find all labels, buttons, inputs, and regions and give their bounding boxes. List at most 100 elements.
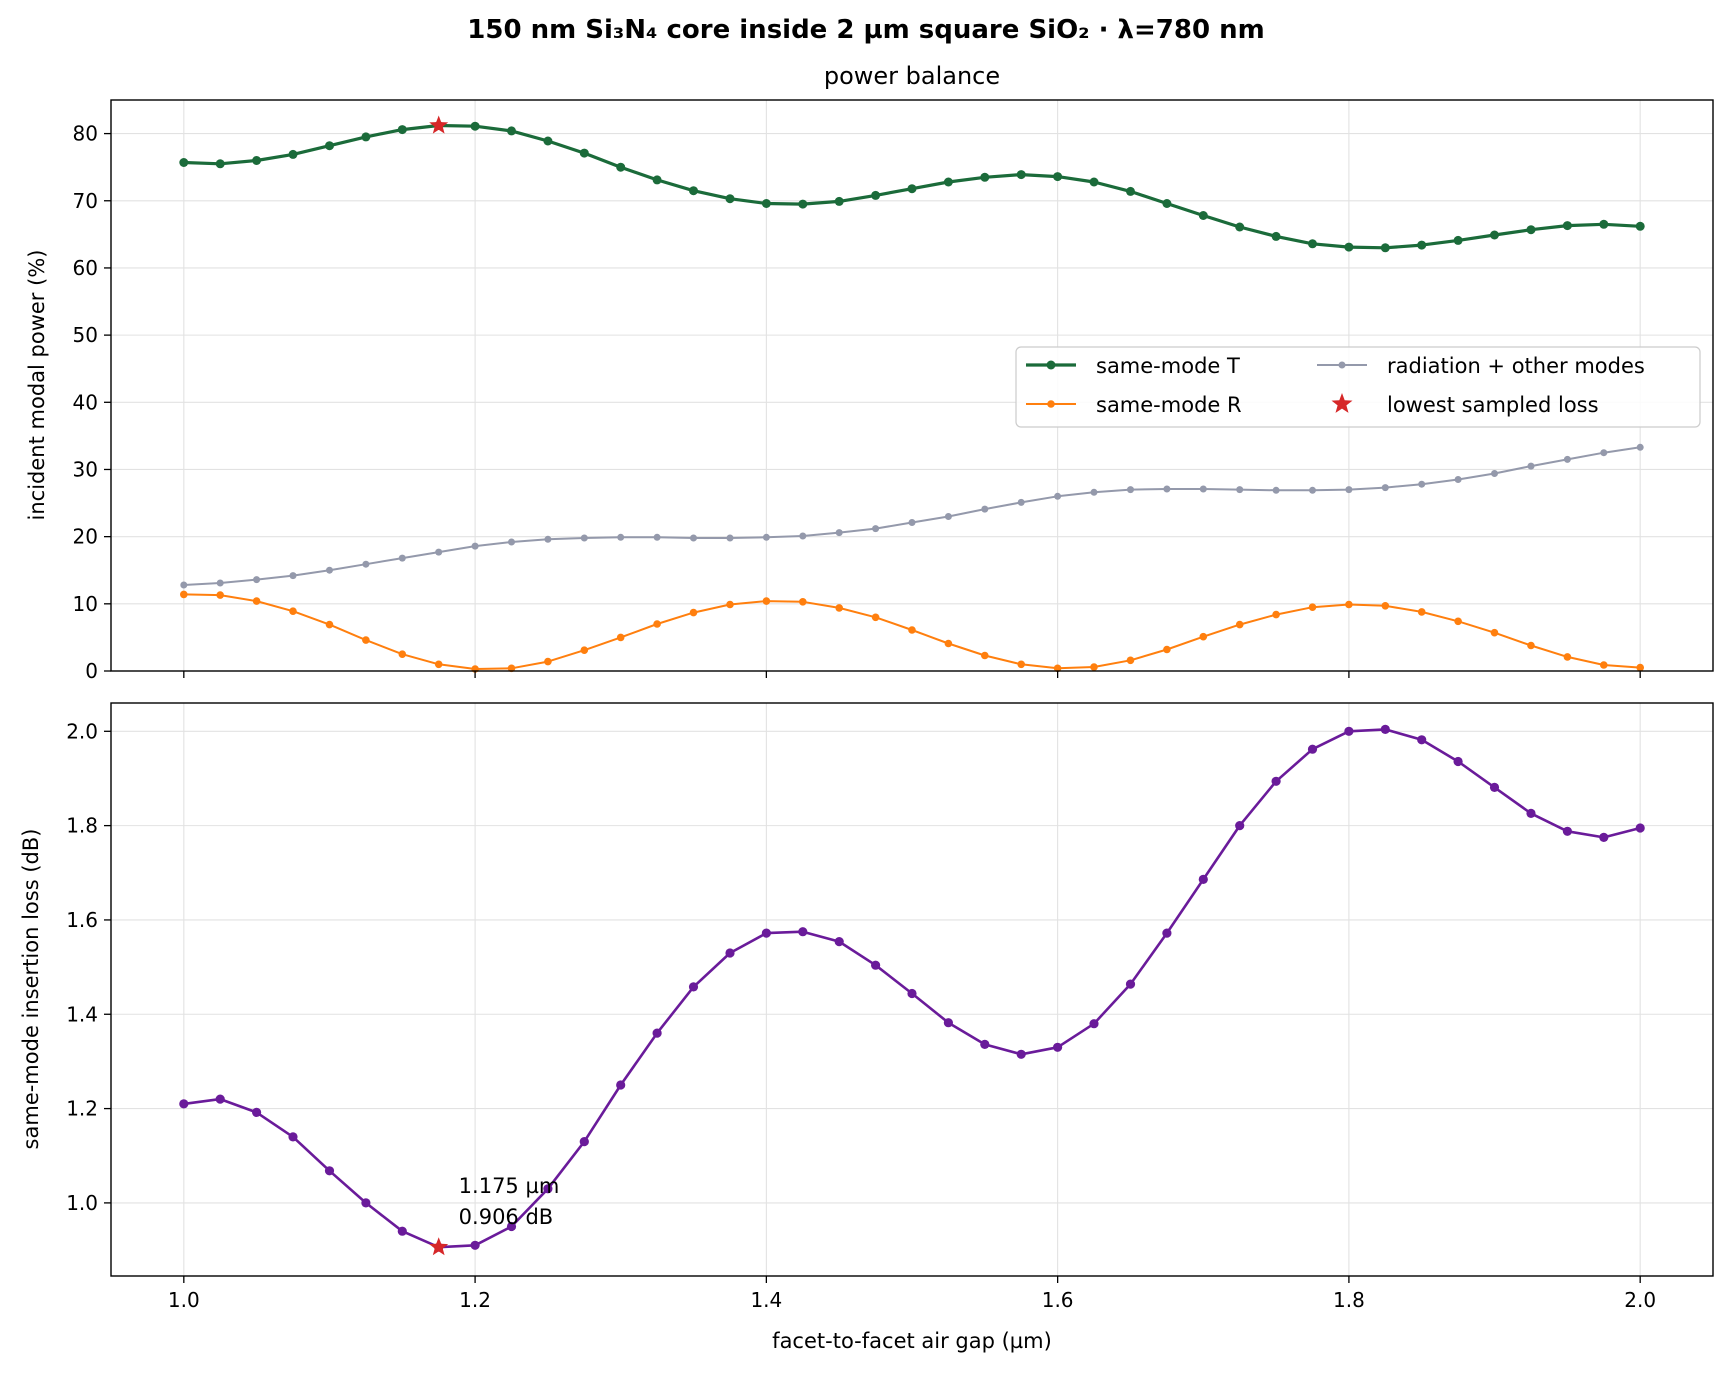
y-tick-label: 50 (73, 323, 98, 347)
data-point-insertion-loss (1453, 756, 1463, 767)
data-point-same-mode-t (1599, 219, 1609, 229)
data-point-radiation-other-modes (1563, 455, 1571, 463)
data-point-same-mode-r (616, 633, 625, 642)
y-tick-label: 1.2 (66, 1097, 98, 1121)
data-point-insertion-loss (1162, 928, 1172, 938)
data-point-same-mode-t (980, 172, 990, 182)
data-point-radiation-other-modes (835, 529, 843, 537)
data-point-same-mode-r (1308, 603, 1317, 611)
bottom-y-axis-label: same-mode insertion loss (dB) (19, 829, 43, 1150)
data-point-insertion-loss (798, 927, 808, 937)
data-point-same-mode-t (1126, 186, 1135, 196)
data-point-same-mode-r (908, 626, 916, 634)
data-point-same-mode-t (579, 148, 589, 158)
data-point-same-mode-t (361, 132, 371, 142)
data-point-radiation-other-modes (799, 532, 807, 540)
data-point-same-mode-r (216, 591, 224, 599)
data-point-same-mode-r (1417, 608, 1426, 616)
data-point-same-mode-t (252, 156, 262, 165)
y-tick-label: 1.8 (66, 814, 98, 838)
data-point-radiation-other-modes (1527, 462, 1535, 470)
data-point-same-mode-t (689, 186, 698, 196)
data-point-same-mode-r (726, 600, 734, 609)
data-point-same-mode-t (325, 141, 334, 151)
data-point-same-mode-t (871, 190, 881, 200)
data-point-radiation-other-modes (1600, 449, 1608, 457)
data-point-same-mode-t (943, 177, 953, 187)
data-point-same-mode-r (544, 657, 552, 666)
data-point-insertion-loss (179, 1099, 189, 1109)
data-point-radiation-other-modes (580, 534, 588, 542)
data-point-insertion-loss (980, 1039, 990, 1049)
data-point-radiation-other-modes (180, 581, 188, 589)
data-point-radiation-other-modes (1236, 486, 1244, 494)
data-point-radiation-other-modes (908, 519, 916, 526)
data-point-same-mode-r (1272, 610, 1280, 619)
data-point-insertion-loss (834, 937, 844, 947)
data-point-same-mode-r (689, 608, 698, 617)
data-point-radiation-other-modes (762, 533, 770, 541)
data-point-radiation-other-modes (508, 538, 515, 546)
data-point-same-mode-t (1271, 231, 1281, 241)
data-point-radiation-other-modes (326, 566, 333, 574)
data-point-radiation-other-modes (653, 533, 661, 541)
data-point-same-mode-r (835, 604, 843, 612)
data-point-same-mode-t (761, 199, 771, 208)
data-point-same-mode-t (543, 136, 553, 146)
data-point-radiation-other-modes (1381, 484, 1389, 492)
data-point-insertion-loss (1307, 744, 1318, 754)
bottom-series-group (179, 724, 1645, 1256)
data-point-radiation-other-modes (1017, 498, 1025, 506)
data-point-same-mode-t (1562, 221, 1572, 231)
x-tick-label: 2.0 (1624, 1288, 1656, 1312)
x-tick-label: 1.0 (168, 1288, 200, 1312)
series-line-radiation-other-modes (183, 446, 1641, 586)
data-point-insertion-loss (252, 1107, 262, 1117)
data-point-same-mode-r (944, 639, 953, 648)
data-point-insertion-loss (725, 948, 735, 958)
data-point-same-mode-t (1235, 222, 1245, 232)
data-point-same-mode-r (580, 646, 589, 654)
data-point-same-mode-r (398, 650, 407, 658)
top-y-ticks: 0 10 20 30 40 50 60 70 80 (73, 122, 111, 683)
legend-box (1015, 346, 1701, 428)
y-tick-label: 80 (73, 122, 98, 146)
legend-marker-same-mode-t (1046, 360, 1056, 370)
power-balance-panel: power balance 0 10 20 30 40 50 60 70 80 incident… (25, 62, 1714, 683)
data-point-insertion-loss (616, 1080, 626, 1090)
legend-label-lowest-loss: lowest sampled loss (1387, 393, 1599, 417)
data-point-same-mode-r (1017, 660, 1025, 669)
data-point-radiation-other-modes (1491, 470, 1498, 477)
x-tick-label: 1.4 (750, 1288, 782, 1312)
data-point-same-mode-t (1490, 230, 1499, 240)
y-tick-label: 0 (85, 659, 98, 683)
data-point-insertion-loss (324, 1166, 335, 1176)
top-x-ticks (183, 671, 1641, 678)
data-point-radiation-other-modes (471, 542, 479, 550)
data-point-insertion-loss (1599, 832, 1609, 843)
lowest-loss-star-marker (429, 115, 449, 134)
data-point-same-mode-r (507, 664, 516, 673)
data-point-insertion-loss (579, 1137, 589, 1147)
data-point-insertion-loss (1198, 874, 1208, 885)
data-point-insertion-loss (1089, 1019, 1099, 1029)
data-point-same-mode-r (799, 598, 807, 606)
data-point-insertion-loss (1271, 776, 1281, 786)
data-point-radiation-other-modes (1454, 476, 1462, 483)
data-point-insertion-loss (871, 960, 881, 970)
top-series-group (179, 115, 1645, 673)
bottom-plot-frame (110, 702, 1714, 1277)
data-point-same-mode-r (289, 607, 297, 615)
data-point-same-mode-t (1198, 211, 1208, 220)
legend-label-same-mode-r: same-mode R (1096, 393, 1242, 417)
bottom-grid (111, 703, 1713, 1276)
data-point-same-mode-t (1380, 243, 1390, 253)
y-tick-label: 2.0 (66, 719, 98, 743)
y-tick-label: 10 (73, 592, 98, 616)
data-point-same-mode-r (252, 597, 261, 605)
data-point-radiation-other-modes (726, 534, 734, 542)
data-point-same-mode-t (1453, 235, 1463, 245)
data-point-radiation-other-modes (253, 576, 261, 584)
series-line-insertion-loss (183, 728, 1641, 1249)
